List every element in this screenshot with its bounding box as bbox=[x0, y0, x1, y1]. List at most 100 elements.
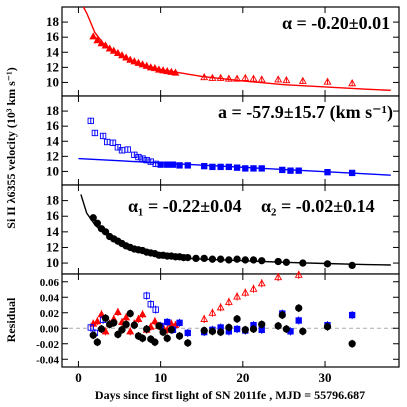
data-point-s1-1 bbox=[164, 161, 171, 168]
data-point-s0-13 bbox=[142, 61, 151, 69]
ytick-label: 0.02 bbox=[40, 308, 60, 320]
ytick-label: 16 bbox=[46, 118, 60, 133]
data-point-s1-10 bbox=[242, 165, 249, 172]
ytick-label: 0.00 bbox=[40, 323, 60, 335]
ytick-label: 12 bbox=[46, 148, 59, 163]
data-point-s0-29 bbox=[233, 255, 241, 263]
data-point-s0-4 bbox=[109, 139, 117, 146]
data-point-s4-21 bbox=[184, 339, 192, 347]
ytick-label: 14 bbox=[46, 133, 60, 148]
ytick-label: -0.04 bbox=[36, 354, 59, 366]
data-point-s4-20 bbox=[175, 332, 184, 340]
data-point-s0-9 bbox=[126, 327, 135, 335]
data-point-s4-25 bbox=[225, 323, 233, 332]
data-point-s1-6 bbox=[249, 284, 258, 292]
data-point-s1-2 bbox=[216, 73, 225, 81]
data-point-s0-18 bbox=[163, 66, 172, 75]
data-point-s0-10 bbox=[130, 57, 139, 65]
data-point-s0-17 bbox=[159, 66, 168, 74]
data-point-s0-32 bbox=[258, 257, 266, 265]
data-point-s0-34 bbox=[282, 258, 291, 266]
data-point-s1-12 bbox=[258, 165, 265, 172]
data-point-s4-17 bbox=[159, 328, 167, 336]
data-point-s1-5 bbox=[241, 73, 250, 81]
ytick-label: 18 bbox=[46, 14, 60, 29]
ytick-label: 10 bbox=[46, 74, 59, 89]
data-point-s1-9 bbox=[282, 76, 291, 84]
data-point-s0-6 bbox=[113, 307, 122, 315]
data-point-s1-1 bbox=[208, 73, 217, 81]
data-point-s1-5 bbox=[201, 162, 208, 170]
data-point-s0-30 bbox=[241, 256, 249, 264]
data-point-s0-23 bbox=[184, 253, 192, 262]
data-point-s4-12 bbox=[138, 334, 147, 342]
data-point-s0-26 bbox=[208, 255, 217, 263]
data-point-s4-7 bbox=[118, 326, 126, 334]
data-point-s0-9 bbox=[135, 153, 142, 161]
data-point-s2-0 bbox=[87, 324, 94, 331]
ytick-label: 14 bbox=[46, 44, 60, 59]
data-point-s0-25 bbox=[200, 254, 208, 263]
data-point-s1-11 bbox=[250, 165, 257, 172]
data-point-s3-4 bbox=[184, 329, 191, 337]
data-point-s0-0 bbox=[87, 117, 94, 125]
data-point-s4-31 bbox=[278, 311, 286, 319]
data-point-s4-6 bbox=[114, 330, 122, 339]
data-point-s0-5 bbox=[109, 46, 118, 54]
data-point-s1-16 bbox=[324, 169, 331, 176]
y-axis-title-velocity: Si II λ6355 velocity (10³ km s⁻¹) bbox=[4, 67, 18, 228]
data-point-s0-2 bbox=[99, 132, 107, 140]
data-point-s1-9 bbox=[233, 164, 241, 171]
xtick-label: 10 bbox=[154, 370, 167, 385]
data-point-s1-13 bbox=[279, 166, 286, 174]
data-point-s1-3 bbox=[224, 74, 233, 82]
data-point-s0-11 bbox=[134, 314, 143, 322]
data-point-s0-0 bbox=[89, 32, 98, 40]
data-point-s3-9 bbox=[233, 325, 241, 333]
data-point-s0-35 bbox=[299, 259, 307, 267]
ytick-label: 18 bbox=[46, 193, 60, 208]
data-point-s1-8 bbox=[225, 163, 233, 171]
data-point-s4-2 bbox=[97, 325, 106, 333]
data-point-s1-0 bbox=[157, 161, 164, 168]
data-point-s1-3 bbox=[224, 297, 233, 305]
data-point-s2-4 bbox=[147, 301, 154, 308]
data-point-s4-1 bbox=[93, 338, 101, 346]
data-point-s4-18 bbox=[163, 334, 171, 342]
ytick-label: 12 bbox=[46, 239, 59, 254]
panel-4-yticks: -0.04 -0.02 0.00 0.02 0.04 0.06 bbox=[36, 277, 399, 366]
x-axis-ticks: 0 10 20 30 bbox=[75, 370, 331, 385]
panel-3-annotation-alpha1: α₁ = -0.22±0.04 bbox=[128, 196, 242, 216]
panel-4-residuals: -0.04 -0.02 0.00 0.02 0.04 0.06 0 10 20 30 bbox=[36, 270, 400, 385]
panel-2-annotation: a = -57.9±15.7 (km s⁻¹) bbox=[218, 102, 393, 123]
data-point-s0-15 bbox=[150, 63, 159, 72]
data-point-s4-16 bbox=[155, 322, 163, 330]
ytick-label: 16 bbox=[46, 29, 60, 44]
data-point-s1-5 bbox=[241, 288, 250, 296]
xtick-label: 30 bbox=[319, 370, 332, 385]
ytick-label: 18 bbox=[46, 103, 60, 118]
ytick-label: 0.06 bbox=[40, 277, 60, 289]
data-point-s0-7 bbox=[118, 51, 126, 59]
data-point-s4-28 bbox=[249, 325, 258, 333]
y-axis-title-residual: Residual bbox=[4, 297, 18, 342]
data-point-s0-36 bbox=[323, 260, 332, 268]
data-point-s1-7 bbox=[257, 75, 266, 83]
data-point-s3-17 bbox=[348, 311, 356, 319]
data-point-s2-5 bbox=[152, 306, 159, 313]
data-point-s1-2 bbox=[169, 161, 177, 168]
x-axis-title: Days since first light of SN 2011fe , MJ… bbox=[95, 388, 365, 402]
data-point-s4-29 bbox=[258, 320, 266, 329]
data-point-s0-12 bbox=[138, 60, 147, 68]
data-point-s4-8 bbox=[122, 320, 130, 329]
data-point-s4-32 bbox=[282, 325, 291, 333]
data-point-s0-28 bbox=[225, 256, 233, 264]
data-point-s4-13 bbox=[143, 325, 151, 333]
data-point-s0-24 bbox=[192, 254, 200, 263]
data-point-s1-9 bbox=[294, 270, 303, 278]
data-point-s0-1 bbox=[93, 317, 102, 325]
data-point-s1-3 bbox=[176, 162, 183, 169]
data-point-s0-27 bbox=[216, 255, 225, 263]
